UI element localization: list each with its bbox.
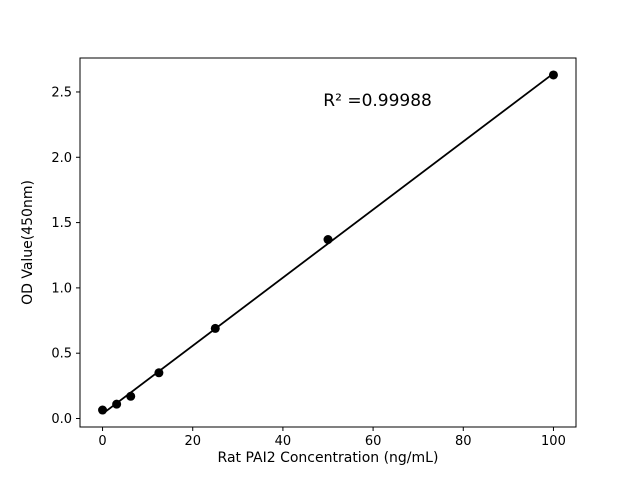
y-tick-label: 0.0 <box>51 412 72 427</box>
plot-border <box>79 57 577 428</box>
x-tick-label: 100 <box>541 434 566 449</box>
x-tick-label: 0 <box>98 434 106 449</box>
y-tick-label: 2.0 <box>51 151 72 166</box>
y-axis-label: OD Value(450nm) <box>20 180 36 305</box>
x-tick-label: 40 <box>275 434 292 449</box>
data-point <box>210 323 220 333</box>
data-point <box>126 391 136 401</box>
x-axis: 0 20 40 60 80 100 <box>98 427 566 449</box>
r-squared-annotation: R² =0.99988 <box>323 91 432 111</box>
data-points <box>98 70 558 415</box>
data-point <box>98 405 108 415</box>
x-tick-label: 20 <box>184 434 201 449</box>
y-tick-label: 0.5 <box>51 347 72 362</box>
data-point <box>154 368 164 378</box>
y-tick-label: 1.5 <box>51 216 72 231</box>
x-axis-label: Rat PAI2 Concentration (ng/mL) <box>218 450 439 466</box>
y-axis: 0.0 0.5 1.0 1.5 2.0 2.5 <box>51 85 80 427</box>
data-point <box>548 70 558 80</box>
y-tick-label: 1.0 <box>51 281 72 296</box>
x-tick-label: 80 <box>455 434 472 449</box>
y-tick-label: 2.5 <box>51 85 72 100</box>
x-tick-label: 60 <box>365 434 382 449</box>
data-point <box>112 399 122 409</box>
data-point <box>323 235 333 245</box>
